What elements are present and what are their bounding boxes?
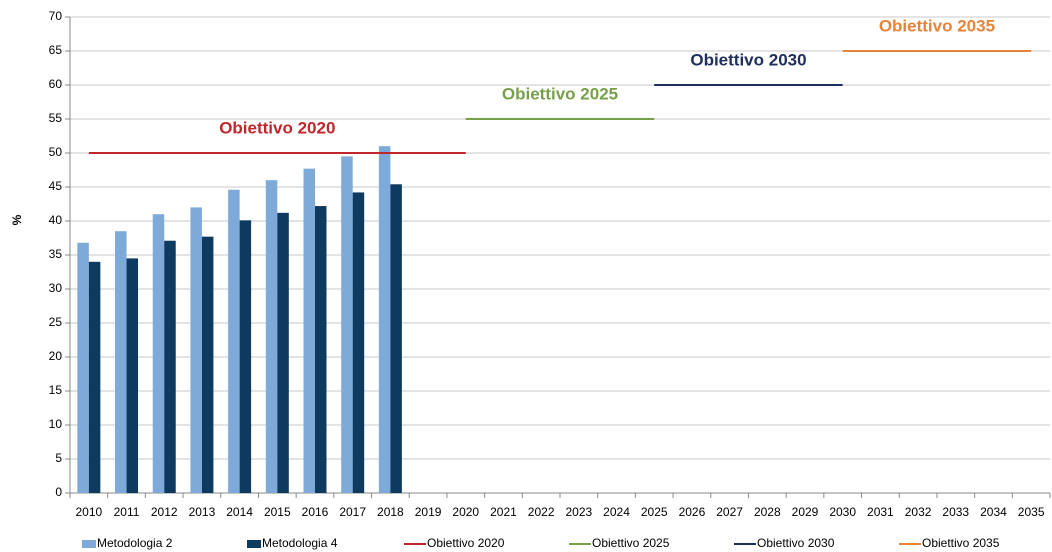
bar	[390, 184, 402, 493]
bar	[77, 242, 89, 493]
x-tick-label: 2019	[415, 505, 442, 519]
bar	[126, 258, 139, 493]
bar	[152, 214, 165, 493]
y-tick-label: 70	[49, 9, 63, 23]
y-tick-label: 20	[49, 349, 63, 363]
y-tick-label: 60	[49, 77, 63, 91]
x-tick-label: 2034	[980, 505, 1007, 519]
x-tick-label: 2011	[114, 505, 140, 519]
x-tick-label: 2031	[867, 505, 894, 519]
x-tick-label: 2015	[264, 505, 291, 519]
legend-label: Metodologia 2	[97, 536, 173, 550]
legend-swatch	[82, 540, 96, 548]
bar	[303, 168, 315, 493]
bar	[315, 206, 327, 494]
bar	[378, 146, 391, 493]
annotation: Obiettivo 2025	[502, 84, 618, 103]
y-tick-label: 0	[55, 485, 62, 499]
legend-label: Obiettivo 2030	[757, 536, 835, 550]
x-tick-label: 2025	[641, 505, 668, 519]
x-tick-label: 2013	[189, 505, 216, 519]
x-tick-label: 2010	[75, 505, 102, 519]
bar	[201, 236, 214, 493]
y-tick-label: 65	[49, 43, 63, 57]
x-tick-label: 2030	[829, 505, 856, 519]
x-tick-label: 2014	[226, 505, 253, 519]
bar	[277, 212, 289, 493]
y-tick-label: 40	[49, 213, 63, 227]
bar	[190, 207, 202, 493]
y-tick-label: 45	[49, 179, 63, 193]
x-tick-label: 2020	[452, 505, 479, 519]
x-tick-label: 2022	[528, 505, 555, 519]
x-tick-label: 2016	[302, 505, 329, 519]
annotation: Obiettivo 2020	[219, 118, 335, 137]
x-tick-label: 2033	[942, 505, 969, 519]
bar	[265, 180, 278, 493]
x-tick-label: 2017	[339, 505, 366, 519]
x-tick-label: 2029	[792, 505, 819, 519]
bar	[341, 156, 353, 493]
x-tick-label: 2027	[716, 505, 743, 519]
legend-swatch	[247, 540, 261, 548]
legend-label: Obiettivo 2035	[922, 536, 1000, 550]
y-tick-label: 25	[49, 315, 63, 329]
x-tick-label: 2018	[377, 505, 404, 519]
bar	[164, 240, 176, 493]
y-tick-label: 15	[49, 383, 63, 397]
y-tick-label: 10	[49, 417, 63, 431]
bar	[115, 231, 127, 493]
annotation: Obiettivo 2035	[879, 16, 995, 35]
x-tick-label: 2024	[603, 505, 630, 519]
x-tick-label: 2035	[1018, 505, 1045, 519]
y-tick-label: 30	[49, 281, 63, 295]
y-tick-label: 50	[49, 145, 63, 159]
legend-label: Obiettivo 2025	[592, 536, 670, 550]
legend-label: Obiettivo 2020	[427, 536, 505, 550]
y-tick-label: 35	[49, 247, 63, 261]
x-tick-label: 2021	[490, 505, 517, 519]
bar	[88, 261, 101, 493]
y-axis-label: %	[10, 214, 24, 225]
x-tick-label: 2032	[905, 505, 932, 519]
y-tick-label: 55	[49, 111, 63, 125]
bar	[352, 192, 365, 493]
x-tick-label: 2026	[679, 505, 706, 519]
y-tick-label: 5	[55, 451, 62, 465]
legend-label: Metodologia 4	[262, 536, 338, 550]
x-tick-label: 2028	[754, 505, 781, 519]
x-tick-label: 2023	[565, 505, 592, 519]
bar	[228, 189, 240, 493]
bar	[239, 220, 252, 493]
x-tick-label: 2012	[151, 505, 178, 519]
annotation: Obiettivo 2030	[690, 50, 806, 69]
